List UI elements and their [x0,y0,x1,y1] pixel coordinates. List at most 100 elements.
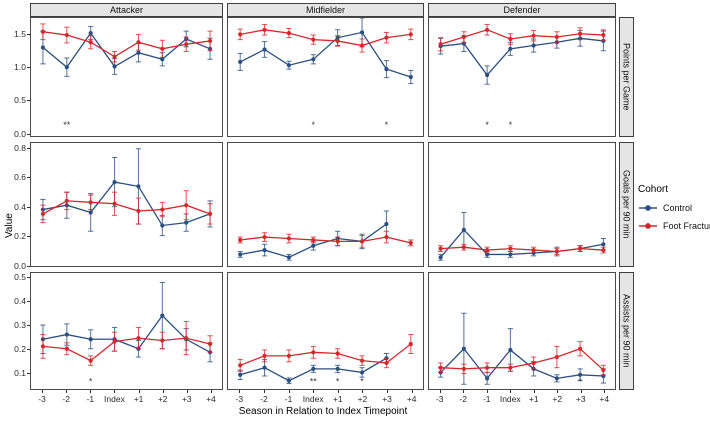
y-tick-mark [27,236,30,238]
significance-marker: ** [63,120,71,130]
x-tick-label: -3 [235,394,244,404]
x-tick-label: +1 [528,394,539,404]
y-tick-mark [27,177,30,179]
y-tick-mark [27,100,30,102]
control-points [40,30,213,70]
x-tick-label: -1 [284,394,293,404]
y-tick-label: 0.6 [14,172,26,183]
significance-marker: * [578,376,582,386]
x-tick-mark [90,390,92,393]
panel-canvas: * [438,312,606,386]
panel-goals-attacker [30,142,223,267]
panel-assists-attacker: * [30,272,223,390]
foot-fracture-points [40,336,213,363]
foot-fracture-points [238,341,413,368]
x-tick-mark [114,390,116,393]
panel-canvas [237,210,414,261]
foot-fracture-errorbars [438,24,606,52]
x-tick-label: +1 [133,394,144,404]
panel-canvas: * [40,281,213,386]
x-tick-label: -1 [86,394,95,404]
y-tick-mark [27,147,30,149]
x-tick-mark [186,390,188,393]
control-line [42,31,211,69]
control-line [42,181,211,227]
x-tick-label: -2 [260,394,268,404]
x-tick-mark [138,390,140,393]
y-tick-mark [27,133,30,135]
legend-title: Cohort [638,184,669,195]
facet-strip-assists-per-90: Assists per 90 min [619,272,634,390]
facet-strip-defender: Defender [428,3,616,17]
foot-fracture-points [438,346,606,373]
x-tick-mark [411,390,413,393]
panel-assists-midfielder: ** * * [227,272,424,390]
foot-fracture-line [42,31,211,58]
x-tick-label: -1 [482,394,491,404]
control-key-icon [639,205,657,211]
y-tick-label: 0.8 [14,142,26,153]
x-tick-label: +2 [157,394,168,404]
facet-strip-goals-per-90: Goals per 90 min [619,142,634,267]
y-tick-label: 1.5 [14,28,26,39]
x-tick-mark [557,390,559,393]
x-tick-label: +3 [382,394,392,404]
foot-fracture-line [440,348,604,371]
foot-fracture-line [42,200,211,215]
y-tick-label: 1.0 [14,62,26,72]
significance-marker: * [509,120,513,130]
facet-strip-points-per-game: Points per Game [619,17,634,137]
significance-marker: * [385,120,389,130]
x-tick-mark [510,390,512,393]
x-tick-mark [439,390,441,393]
significance-marker: * [89,376,93,386]
x-tick-label: -3 [38,394,46,404]
control-line [440,347,604,380]
panel-goals-defender [428,142,616,267]
x-tick-label: -2 [62,394,70,404]
x-tick-mark [486,390,488,393]
control-points [238,30,413,80]
foot-fracture-key-icon [639,223,657,229]
significance-marker: * [312,120,316,130]
panel-canvas: ** [237,18,414,130]
foot-fracture-points [438,27,606,47]
x-tick-mark [362,390,364,393]
x-tick-mark [210,390,212,393]
y-tick-label: 0.0 [14,128,26,139]
legend: Cohort Control Foot Fracture [638,184,710,238]
foot-fracture-errorbars [237,230,414,248]
foot-fracture-line [440,29,604,45]
x-tick-mark [463,390,465,393]
y-tick-mark [27,67,30,68]
control-line [239,31,412,78]
significance-marker: ** [310,376,318,386]
x-tick-label: +3 [181,394,192,404]
control-errorbars [237,210,390,261]
x-tick-label: Index [302,394,324,404]
x-tick-label: +2 [357,394,368,404]
foot-fracture-points [238,234,413,245]
foot-fracture-line [42,337,211,362]
control-errorbars [237,352,390,385]
y-tick-mark [27,300,30,302]
panel-goals-midfielder [227,142,424,267]
panel-canvas: ** [40,23,213,130]
x-tick-label: -3 [435,394,444,404]
x-tick-label: Index [104,394,125,404]
panel-assists-defender: * [428,272,616,390]
x-tick-mark [387,390,389,393]
facet-strip-attacker: Attacker [30,3,223,17]
foot-fracture-line [239,343,412,366]
x-tick-label: -2 [459,394,468,404]
significance-marker: * [336,376,340,386]
panel-canvas: ** * * [237,334,414,386]
panel-canvas [40,148,213,237]
y-tick-label: 0.2 [14,344,26,355]
legend-entry-control: Control [638,202,710,214]
y-tick-mark [27,324,30,326]
y-tick-mark [27,276,30,278]
y-tick-label: 0.5 [14,271,26,282]
x-tick-mark [66,390,68,393]
x-tick-label: +2 [552,394,563,404]
